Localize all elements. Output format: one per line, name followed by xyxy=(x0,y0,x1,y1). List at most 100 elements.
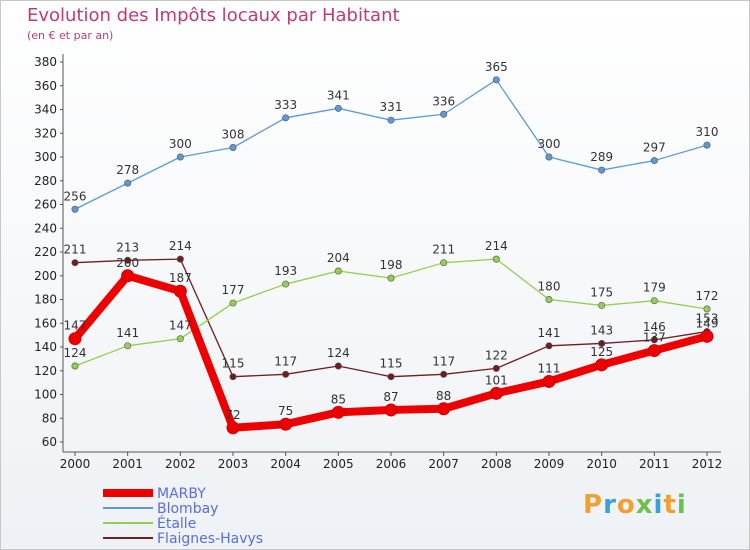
data-point xyxy=(176,153,184,161)
data-point xyxy=(229,299,237,307)
data-point xyxy=(703,305,711,313)
data-label: 175 xyxy=(590,285,613,299)
legend-label: MARBY xyxy=(157,486,206,502)
data-label: 153 xyxy=(696,312,719,326)
data-label: 341 xyxy=(327,88,350,102)
y-tick-label: 60 xyxy=(42,435,57,449)
data-point xyxy=(440,370,448,378)
data-point xyxy=(598,339,606,347)
y-tick-label: 160 xyxy=(34,316,57,330)
data-point xyxy=(598,166,606,174)
x-tick-label: 2012 xyxy=(692,457,723,471)
data-label: 198 xyxy=(380,258,403,272)
data-label: 204 xyxy=(327,251,350,265)
data-label: 333 xyxy=(274,98,297,112)
x-tick-label: 2009 xyxy=(534,457,565,471)
y-tick-label: 260 xyxy=(34,198,57,212)
data-point xyxy=(545,342,553,350)
x-tick-label: 2002 xyxy=(165,457,196,471)
data-label: 141 xyxy=(538,326,561,340)
y-tick-label: 180 xyxy=(34,293,57,307)
data-label: 115 xyxy=(380,357,403,371)
data-point xyxy=(334,104,342,112)
logo-letter: i xyxy=(676,490,687,520)
logo-letter: r xyxy=(603,490,617,520)
data-point xyxy=(700,329,714,343)
logo-letter: x xyxy=(635,490,654,520)
data-label: 300 xyxy=(538,137,561,151)
data-label: 179 xyxy=(643,281,666,295)
legend-label: Flaignes-Havys xyxy=(157,531,263,547)
legend-label: Blombay xyxy=(157,501,218,517)
data-label: 300 xyxy=(169,137,192,151)
data-label: 88 xyxy=(436,389,451,403)
data-label: 213 xyxy=(116,240,139,254)
data-point xyxy=(489,386,503,400)
data-point xyxy=(650,157,658,165)
chart-title: Evolution des Impôts locaux par Habitant xyxy=(27,5,400,26)
data-point xyxy=(124,342,132,350)
data-label: 214 xyxy=(485,239,508,253)
data-point xyxy=(334,362,342,370)
data-point xyxy=(387,373,395,381)
logo-letter: t xyxy=(663,490,677,520)
y-tick-label: 280 xyxy=(34,174,57,188)
legend-label: Étalle xyxy=(157,515,196,532)
y-tick-label: 140 xyxy=(34,340,57,354)
data-label: 75 xyxy=(278,404,293,418)
y-tick-label: 220 xyxy=(34,245,57,259)
data-label: 124 xyxy=(327,346,350,360)
data-point xyxy=(440,110,448,118)
data-label: 310 xyxy=(696,125,719,139)
data-point xyxy=(282,370,290,378)
data-point xyxy=(492,364,500,372)
data-point xyxy=(226,421,240,435)
data-label: 214 xyxy=(169,239,192,253)
y-tick-label: 320 xyxy=(34,126,57,140)
data-label: 200 xyxy=(116,256,139,270)
x-tick-label: 2000 xyxy=(60,457,91,471)
data-point xyxy=(331,405,345,419)
data-point xyxy=(545,153,553,161)
data-label: 141 xyxy=(116,326,139,340)
logo-letter: i xyxy=(653,490,664,520)
y-tick-label: 240 xyxy=(34,221,57,235)
data-label: 87 xyxy=(383,390,398,404)
data-label: 137 xyxy=(643,331,666,345)
data-label: 125 xyxy=(590,345,613,359)
data-label: 211 xyxy=(64,243,87,257)
data-point xyxy=(124,256,132,264)
data-point xyxy=(176,255,184,263)
data-point xyxy=(121,269,135,283)
data-point xyxy=(229,373,237,381)
data-point xyxy=(334,267,342,275)
data-label: 177 xyxy=(222,283,245,297)
x-tick-label: 2007 xyxy=(428,457,459,471)
x-tick-label: 2011 xyxy=(639,457,670,471)
data-point xyxy=(647,344,661,358)
logo-letter: o xyxy=(616,490,636,520)
data-point xyxy=(279,417,293,431)
y-tick-label: 200 xyxy=(34,269,57,283)
x-tick-label: 2001 xyxy=(112,457,143,471)
data-point xyxy=(282,114,290,122)
data-label: 365 xyxy=(485,60,508,74)
data-label: 289 xyxy=(590,150,613,164)
y-tick-label: 100 xyxy=(34,388,57,402)
data-label: 308 xyxy=(222,128,245,142)
data-label: 211 xyxy=(432,243,455,257)
data-label: 117 xyxy=(432,354,455,368)
data-point xyxy=(595,358,609,372)
data-label: 117 xyxy=(274,354,297,368)
data-point xyxy=(282,280,290,288)
x-tick-label: 2008 xyxy=(481,457,512,471)
data-point xyxy=(650,336,658,344)
x-tick-label: 2005 xyxy=(323,457,354,471)
x-tick-label: 2006 xyxy=(376,457,407,471)
x-tick-label: 2003 xyxy=(218,457,249,471)
data-label: 146 xyxy=(643,320,666,334)
chart-subtitle: (en € et par an) xyxy=(27,29,114,42)
data-point xyxy=(384,403,398,417)
data-point xyxy=(703,141,711,149)
